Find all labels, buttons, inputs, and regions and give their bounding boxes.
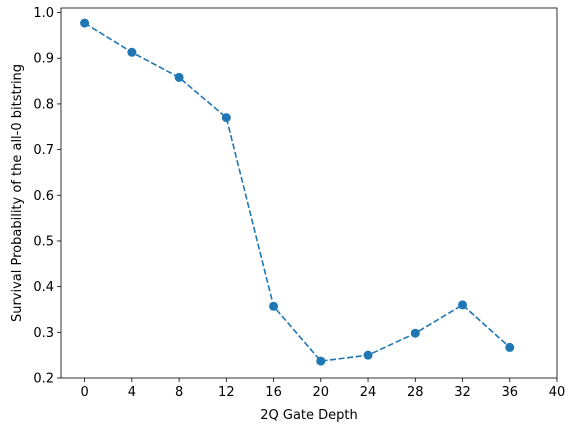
x-tick-label: 20: [313, 385, 330, 400]
data-point: [458, 300, 468, 310]
x-tick-label: 4: [128, 385, 136, 400]
x-tick-label: 16: [265, 385, 282, 400]
plot-frame: [60, 7, 558, 379]
x-tick-label: 24: [360, 385, 377, 400]
data-point: [221, 113, 231, 123]
data-point: [127, 47, 137, 57]
data-point: [80, 18, 90, 28]
y-tick-label: 0.3: [33, 326, 54, 341]
data-point: [316, 356, 326, 366]
plot-area: 0 4 8 12 16 20 24 28 32 36 40 0.2 0.3 0.4 0.5 0.6 0.7 0.8…: [33, 6, 565, 400]
data-point: [505, 342, 515, 352]
y-tick-label: 0.6: [33, 189, 54, 204]
data-point: [174, 72, 184, 82]
x-tick-label: 12: [218, 385, 235, 400]
data-point: [410, 328, 420, 338]
data-point: [363, 350, 373, 360]
y-tick-label: 0.2: [33, 372, 54, 387]
y-axis-label: Survival Probability of the all-0 bitstr…: [10, 64, 25, 322]
x-tick-label: 0: [80, 385, 88, 400]
y-tick-label: 0.4: [33, 280, 54, 295]
y-tick-label: 0.8: [33, 97, 54, 112]
data-point: [269, 301, 279, 311]
y-tick-label: 1.0: [33, 6, 54, 21]
x-tick-label: 28: [407, 385, 424, 400]
x-axis-label: 2Q Gate Depth: [260, 408, 358, 423]
y-tick-label: 0.9: [33, 52, 54, 67]
x-tick-label: 36: [501, 385, 518, 400]
x-tick-label: 8: [175, 385, 183, 400]
x-tick-label: 32: [454, 385, 471, 400]
series-line: [84, 22, 511, 362]
y-tick-label: 0.5: [33, 234, 54, 249]
y-tick-label: 0.7: [33, 143, 54, 158]
x-tick-label: 40: [549, 385, 566, 400]
